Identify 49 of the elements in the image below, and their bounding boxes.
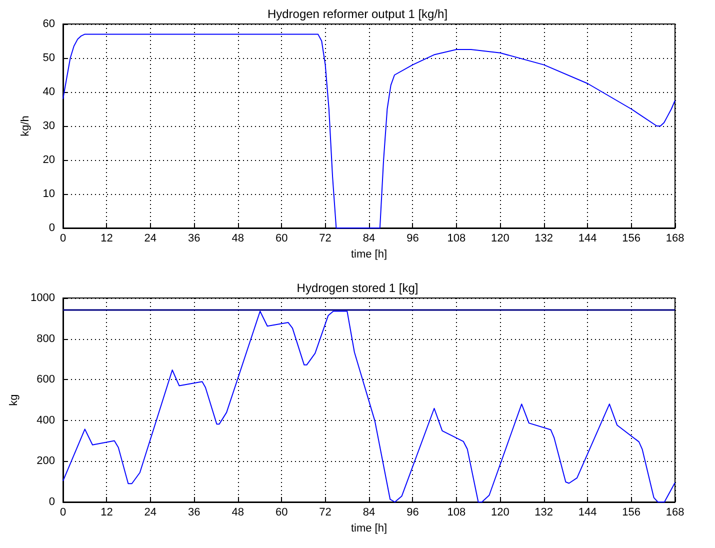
y-tick-label: 800	[36, 332, 55, 345]
y-tick-label: 600	[36, 374, 55, 386]
x-tick-label: 156	[622, 506, 640, 518]
x-tick-label: 60	[275, 232, 288, 244]
x-tick-label: 72	[319, 232, 332, 244]
y-tick-label: 400	[36, 414, 55, 426]
y-tick-label: 30	[42, 120, 55, 132]
chart-title: Hydrogen stored 1 [kg]	[296, 281, 418, 295]
chart-title: Hydrogen reformer output 1 [kg/h]	[267, 7, 448, 21]
x-tick-label: 48	[232, 506, 244, 518]
x-tick-label: 168	[666, 506, 684, 518]
y-tick-label: 0	[48, 496, 55, 508]
x-tick-label: 84	[362, 506, 376, 518]
x-tick-label: 12	[100, 506, 113, 518]
y-tick-label: 200	[36, 455, 55, 468]
x-tick-label: 60	[275, 506, 288, 518]
x-tick-label: 108	[447, 232, 466, 244]
y-tick-label: 0	[48, 222, 55, 234]
y-tick-label: 60	[42, 18, 55, 30]
x-tick-label: 132	[534, 506, 554, 518]
x-tick-label: 108	[447, 506, 466, 518]
x-tick-label: 144	[578, 506, 597, 518]
x-tick-label: 96	[406, 506, 419, 518]
x-tick-label: 36	[188, 232, 200, 244]
x-tick-label: 120	[490, 506, 510, 518]
x-tick-label: 144	[578, 232, 597, 244]
x-tick-label: 48	[232, 232, 244, 244]
x-tick-label: 168	[666, 232, 684, 244]
y-axis-title: kg/h	[20, 116, 32, 136]
x-axis-title: time [h]	[350, 522, 388, 534]
x-tick-label: 96	[406, 232, 419, 244]
y-axis-title: kg	[8, 394, 20, 406]
y-tick-label: 40	[42, 86, 55, 98]
x-tick-label: 24	[144, 232, 157, 244]
x-tick-label: 72	[319, 506, 332, 518]
x-tick-label: 156	[622, 232, 640, 244]
x-tick-label: 24	[144, 506, 157, 518]
x-axis-title: time [h]	[350, 248, 388, 260]
x-tick-label: 0	[60, 232, 66, 244]
x-tick-label: 36	[188, 506, 200, 518]
x-tick-label: 84	[362, 232, 376, 244]
y-tick-label: 1000	[30, 292, 55, 304]
y-tick-label: 20	[42, 154, 55, 166]
y-tick-label: 50	[42, 52, 55, 64]
x-tick-label: 12	[100, 232, 113, 244]
x-tick-label: 132	[534, 232, 554, 244]
x-tick-label: 120	[490, 232, 510, 244]
x-tick-label: 0	[60, 506, 66, 518]
y-tick-label: 10	[42, 188, 55, 200]
